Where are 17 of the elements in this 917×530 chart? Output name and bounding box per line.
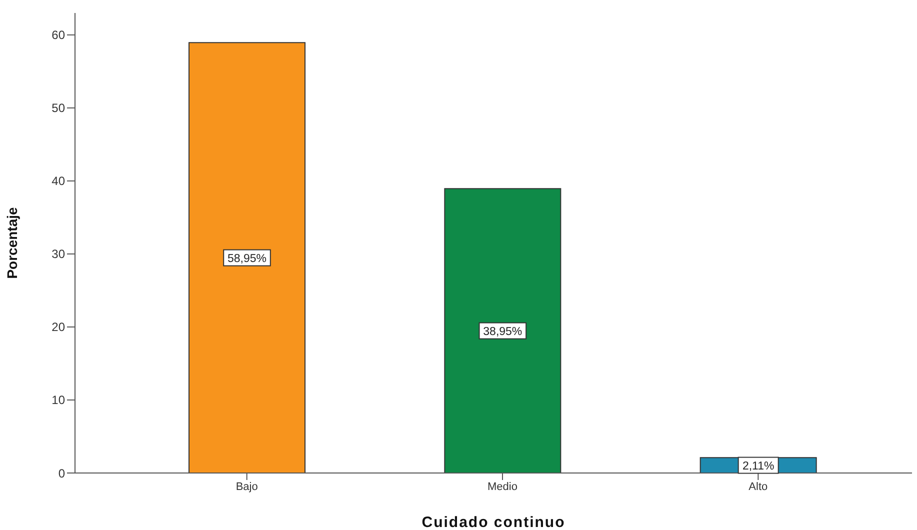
y-axis-title: Porcentaje — [4, 206, 20, 279]
data-label: 38,95% — [483, 326, 522, 338]
x-tick-label: Medio — [488, 480, 518, 493]
x-axis-title: Cuidado continuo — [422, 514, 566, 530]
y-tick-label: 0 — [58, 466, 66, 480]
y-tick-label: 60 — [52, 28, 66, 42]
x-tick-label: Bajo — [236, 480, 258, 493]
data-label: 58,95% — [227, 252, 267, 265]
data-label: 2,11% — [742, 460, 774, 472]
y-tick-label: 50 — [52, 101, 66, 116]
y-tick-label: 30 — [52, 247, 66, 262]
x-tick-label: Alto — [748, 480, 768, 493]
y-tick-label: 20 — [52, 320, 66, 334]
bar — [444, 188, 562, 473]
y-tick-label: 40 — [52, 174, 66, 188]
bar — [188, 42, 306, 473]
y-tick-label: 10 — [52, 393, 66, 408]
